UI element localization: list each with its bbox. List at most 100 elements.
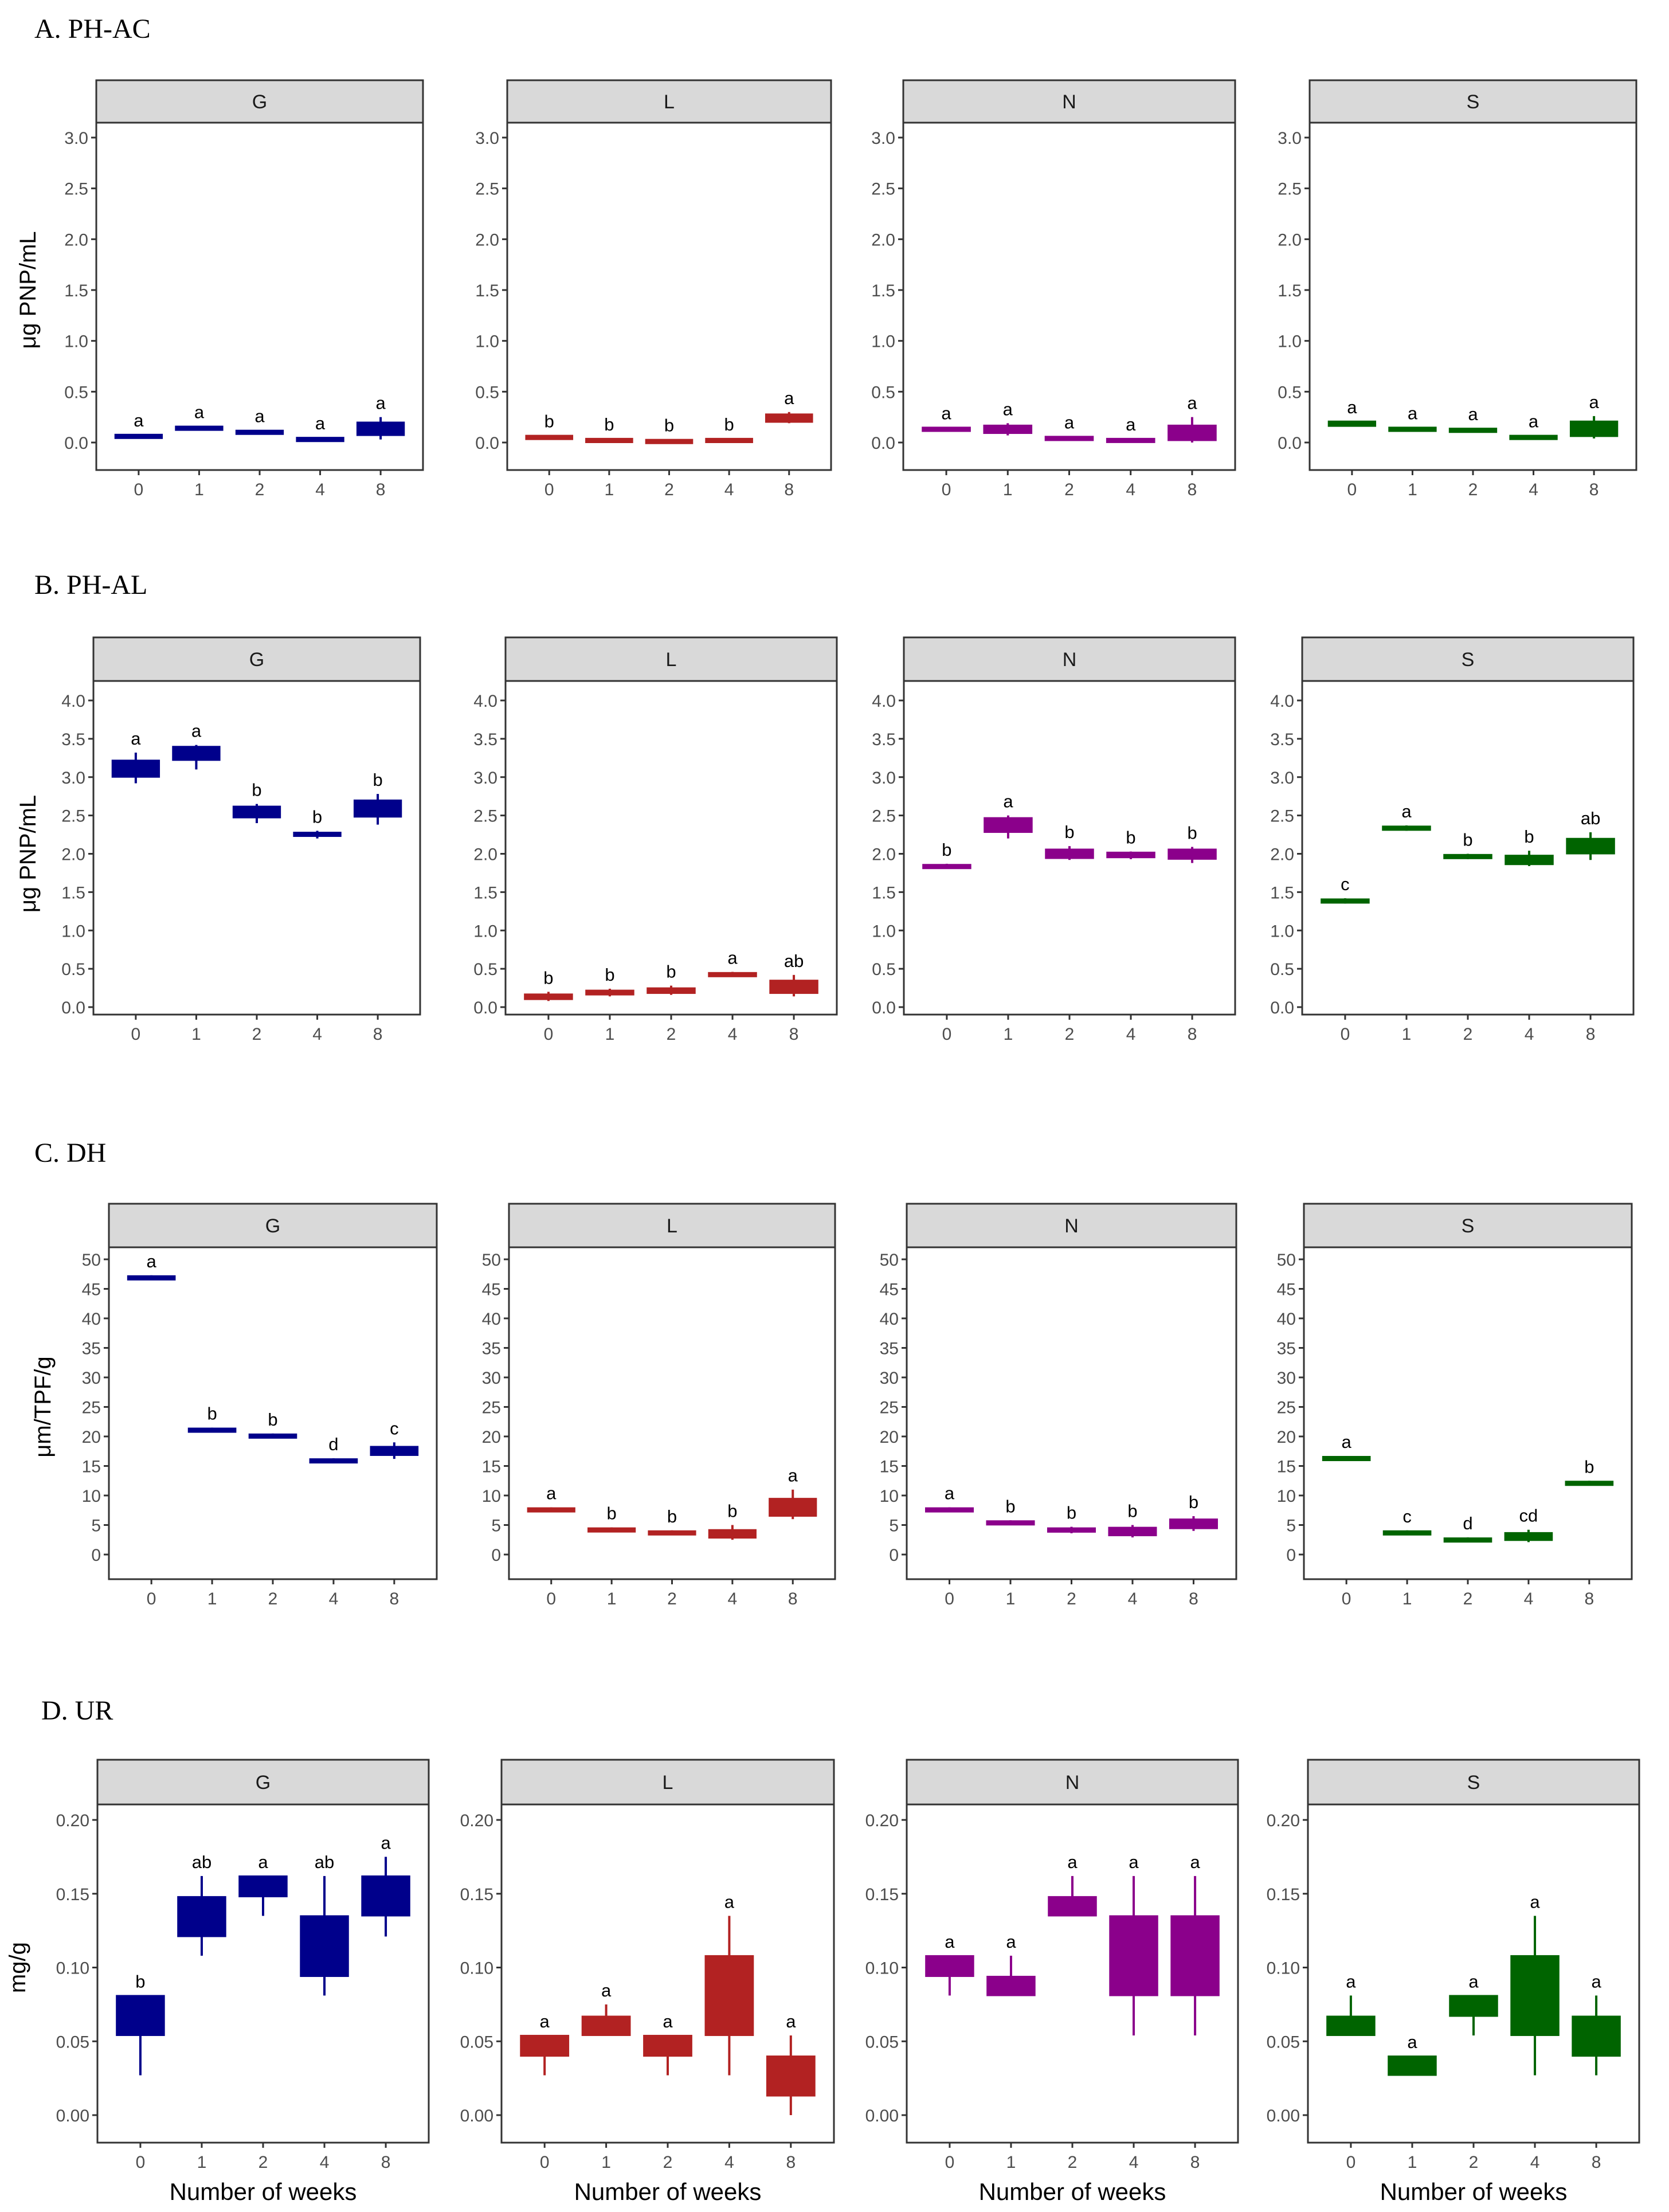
- facet-strip: [108, 1203, 438, 1248]
- facet-strip: [1308, 79, 1637, 124]
- facet-strip: [95, 79, 424, 124]
- y-tick-label: 0.20: [56, 1811, 89, 1830]
- y-tick-label: 20: [82, 1428, 101, 1447]
- y-tick-label: 0.10: [865, 1959, 899, 1978]
- significance-letter: a: [1530, 1892, 1540, 1912]
- y-tick-label: 1.0: [473, 922, 497, 941]
- x-tick-label: 4: [1524, 1589, 1534, 1608]
- y-tick-label: 2.5: [473, 807, 497, 826]
- y-tick-label: 1.5: [61, 883, 85, 902]
- significance-letter: b: [1005, 1496, 1015, 1516]
- significance-letter: a: [1190, 1852, 1200, 1872]
- y-tick-label: 0.10: [1267, 1959, 1300, 1978]
- x-tick-label: 8: [784, 480, 794, 499]
- significance-letter: a: [1591, 1971, 1601, 1991]
- x-tick-label: 0: [546, 1589, 556, 1608]
- significance-letter: b: [1127, 1501, 1137, 1521]
- significance-letter: b: [942, 840, 951, 860]
- facet-strip: [500, 1759, 835, 1806]
- y-tick-label: 0.0: [871, 434, 895, 453]
- y-tick-label: 15: [482, 1458, 501, 1477]
- y-tick-label: 5: [491, 1517, 501, 1536]
- x-tick-label: 4: [1530, 2153, 1540, 2172]
- y-tick-label: 0: [1286, 1546, 1296, 1565]
- x-tick-label: 4: [312, 1025, 322, 1044]
- significance-letter: a: [258, 1852, 268, 1872]
- facet-strip: [92, 636, 421, 682]
- x-tick-label: 1: [601, 2153, 611, 2172]
- y-tick-label: 40: [880, 1310, 899, 1329]
- y-tick-label: 0.5: [64, 383, 88, 402]
- y-tick-label: 30: [82, 1369, 101, 1388]
- y-tick-label: 3.5: [872, 730, 896, 749]
- y-tick-label: 2.0: [475, 230, 499, 249]
- y-tick-label: 25: [1277, 1399, 1296, 1418]
- significance-letter: b: [1126, 827, 1135, 847]
- x-tick-label: 8: [1589, 480, 1599, 499]
- panel-title: C. DH: [34, 1138, 106, 1168]
- plot-frame: [92, 680, 421, 1016]
- y-tick-label: 35: [482, 1340, 501, 1358]
- facet-G: G 0.00 0.05 0.10 0.15 0.20 0 b 1 ab 2 a 4 ab 8 a Number …: [56, 1759, 430, 2205]
- significance-letter: a: [1003, 792, 1013, 812]
- significance-letter: a: [941, 403, 951, 423]
- panel-C: C. DHμm/TPF/gG051015202530354045500a1b2b…: [30, 1138, 1633, 1608]
- y-tick-label: 0.5: [1270, 960, 1294, 979]
- plot-frame: [902, 122, 1236, 471]
- x-tick-label: 1: [605, 480, 614, 499]
- x-tick-label: 2: [255, 480, 265, 499]
- y-tick-label: 4.0: [1270, 692, 1294, 711]
- y-tick-label: 5: [91, 1517, 101, 1536]
- y-axis-label: mg/g: [5, 1942, 30, 1993]
- x-tick-label: 4: [728, 1025, 738, 1044]
- facet-strip-label: L: [667, 1215, 677, 1237]
- x-tick-label: 2: [667, 1025, 676, 1044]
- y-tick-label: 3.0: [872, 769, 896, 788]
- y-tick-label: 0.5: [473, 960, 497, 979]
- y-tick-label: 1.5: [473, 883, 497, 902]
- y-tick-label: 0.00: [865, 2107, 899, 2125]
- significance-letter: b: [207, 1404, 217, 1424]
- y-tick-label: 1.0: [61, 922, 85, 941]
- facet-L: L 0.00 0.05 0.10 0.15 0.20 0 a 1 a 2 a 4 a 8 a Number of…: [460, 1759, 835, 2205]
- x-tick-label: 0: [544, 1025, 554, 1044]
- y-tick-label: 0: [491, 1546, 501, 1565]
- y-tick-label: 3.0: [475, 129, 499, 148]
- panel-A: A. PH-AC μg PNP/mL G 0.0 0.5 1.0 1.5 2.0 2.5 3.0 0…: [15, 14, 1637, 499]
- y-tick-label: 1.5: [871, 281, 895, 300]
- y-tick-label: 4.0: [61, 692, 85, 711]
- x-tick-label: 8: [376, 480, 386, 499]
- x-tick-label: 8: [1592, 2153, 1601, 2172]
- facet-strip-label: L: [664, 91, 675, 113]
- facet-G: G 0 5 10 15 20 25 30 35 40 45 50 0 a 1 b 2 b 4 d 8 c: [82, 1203, 438, 1608]
- y-tick-label: 0.15: [460, 1885, 493, 1904]
- x-tick-label: 1: [194, 480, 204, 499]
- significance-letter: b: [1463, 830, 1472, 850]
- y-tick-label: 5: [889, 1517, 899, 1536]
- y-tick-label: 0.5: [1278, 383, 1302, 402]
- y-tick-label: 1.0: [871, 332, 895, 351]
- plot-frame: [506, 122, 832, 471]
- x-tick-label: 4: [1129, 2153, 1139, 2172]
- facet-S: S 0.0 0.5 1.0 1.5 2.0 2.5 3.0 0 a 1 a 2 a 4 a 8 a: [1278, 79, 1637, 499]
- x-tick-label: 2: [664, 480, 674, 499]
- y-tick-label: 10: [482, 1487, 501, 1506]
- x-tick-label: 2: [667, 1589, 677, 1608]
- y-tick-label: 2.0: [61, 845, 85, 864]
- x-tick-label: 8: [1586, 1025, 1596, 1044]
- significance-letter: a: [727, 948, 738, 968]
- significance-letter: a: [663, 2011, 673, 2031]
- facet-S: S 0.00 0.05 0.10 0.15 0.20 0 a 1 a 2 a 4 a 8 a Number of…: [1267, 1759, 1640, 2205]
- y-tick-label: 25: [482, 1399, 501, 1418]
- y-tick-label: 2.0: [1278, 230, 1302, 249]
- y-tick-label: 0.0: [1278, 434, 1302, 453]
- y-tick-label: 40: [1277, 1310, 1296, 1329]
- y-tick-label: 0.15: [865, 1885, 899, 1904]
- facet-G: G 0.0 0.5 1.0 1.5 2.0 2.5 3.0 0 a 1 a 2 a 4 a 8 a: [64, 79, 424, 499]
- x-tick-label: 1: [1003, 480, 1013, 499]
- significance-letter: a: [1529, 412, 1539, 432]
- x-tick-label: 4: [1529, 480, 1538, 499]
- significance-letter: b: [1584, 1457, 1594, 1477]
- plot-frame: [508, 1246, 836, 1580]
